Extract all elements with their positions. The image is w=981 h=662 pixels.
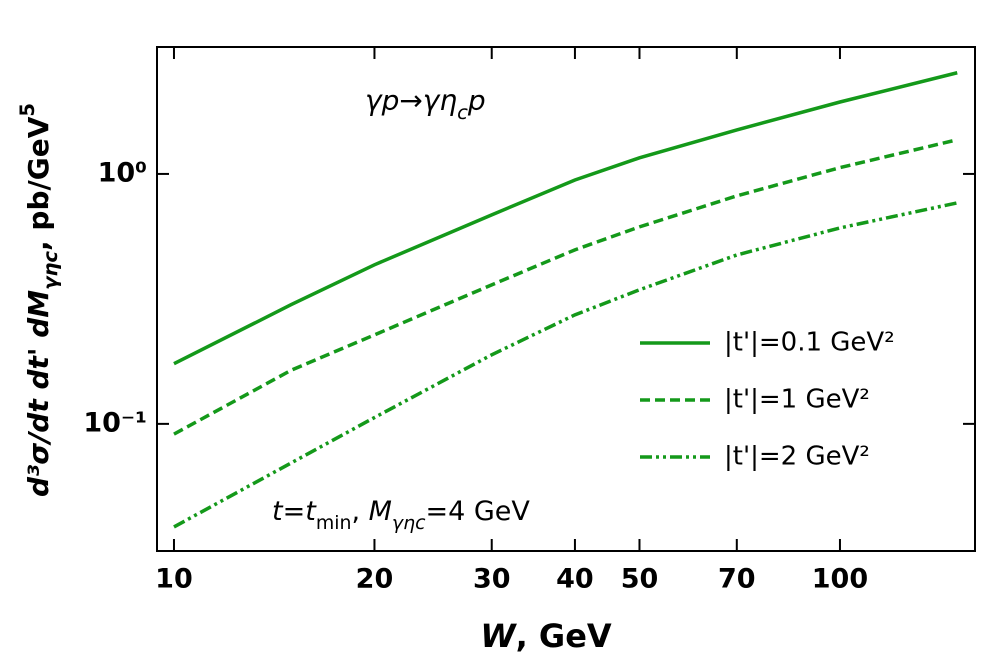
x-tick-label: 40 <box>556 564 594 595</box>
legend-label: |t'|=0.1 GeV² <box>724 328 895 358</box>
text-part: d³σ/dt dt' dM <box>22 290 55 497</box>
text-part: c <box>457 101 468 124</box>
line-series <box>173 71 958 366</box>
text-part: γη <box>392 512 415 534</box>
text-part: t <box>272 496 284 527</box>
x-tick-label: 100 <box>812 564 868 595</box>
text-part: 5 <box>16 103 39 117</box>
y-tick-label: 10⁰ <box>98 157 147 188</box>
text-part: =t <box>283 496 318 527</box>
text-part: W <box>480 617 517 655</box>
x-tick-label: 20 <box>356 564 394 595</box>
plot-frame <box>156 46 976 552</box>
annotation: γp→γηcp <box>365 84 486 124</box>
text-part: , GeV <box>516 617 612 655</box>
x-tick-label: 70 <box>718 564 756 595</box>
text-part: min <box>316 512 352 534</box>
legend-label: |t'|=1 GeV² <box>724 385 870 415</box>
line-series <box>173 201 958 529</box>
text-part: =4 GeV <box>425 496 530 527</box>
text-part: c <box>39 251 62 263</box>
line-series <box>173 138 958 436</box>
x-axis-label: W, GeV <box>480 617 612 655</box>
x-tick-label: 10 <box>155 564 193 595</box>
y-tick-label: 10⁻¹ <box>83 407 147 438</box>
text-part: M <box>369 496 392 527</box>
annotation: t=tmin, Mγηc=4 GeV <box>272 496 530 534</box>
text-part: γp→γη <box>365 84 457 117</box>
text-part: , pb/GeV <box>22 116 55 251</box>
text-part: , <box>351 496 368 527</box>
text-part: c <box>415 512 426 534</box>
legend-label: |t'|=2 GeV² <box>724 442 870 472</box>
text-part: γη <box>39 263 62 290</box>
x-tick-label: 30 <box>473 564 511 595</box>
y-axis-label: d³σ/dt dt' dMγηc, pb/GeV5 <box>16 103 62 497</box>
text-part: p <box>467 84 486 117</box>
x-tick-label: 50 <box>621 564 659 595</box>
